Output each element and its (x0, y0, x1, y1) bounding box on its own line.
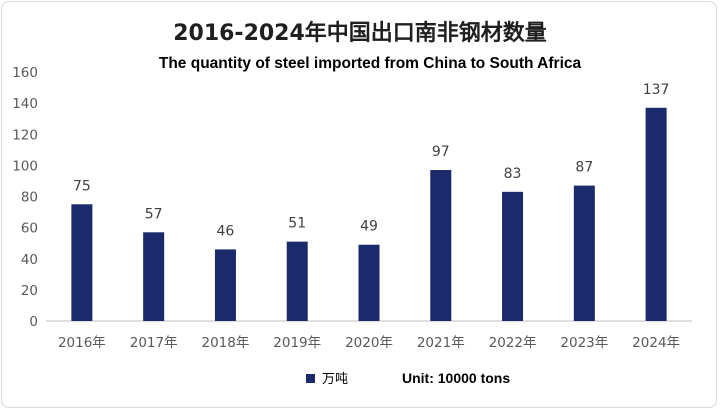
y-tick-label: 80 (21, 190, 38, 206)
bar-series: 75 57 46 51 49 97 83 87 137 (71, 82, 669, 321)
x-tick-label: 2024年 (632, 335, 680, 351)
data-label: 51 (288, 216, 306, 232)
data-label: 46 (217, 223, 235, 239)
y-tick-label: 140 (12, 96, 38, 112)
data-label: 49 (360, 219, 378, 235)
bar (502, 191, 524, 321)
y-tick-label: 120 (12, 127, 38, 143)
chart-title: 2016-2024年中国出口南非钢材数量 (173, 20, 547, 46)
bar (645, 107, 667, 321)
y-tick-label: 60 (21, 221, 38, 237)
x-tick-label: 2022年 (489, 335, 537, 351)
legend-series-label: 万吨 (322, 372, 348, 387)
y-tick-label: 40 (21, 252, 38, 268)
x-tick-label: 2017年 (130, 335, 178, 351)
data-label: 137 (643, 82, 670, 98)
x-tick-label: 2018年 (202, 335, 250, 351)
bar (214, 249, 236, 321)
x-axis: 2016年 2017年 2018年 2019年 2020年 2021年 2022年 2023年… (58, 335, 680, 351)
x-tick-label: 2020年 (345, 335, 393, 351)
x-tick-label: 2023年 (560, 335, 608, 351)
data-label: 87 (575, 160, 593, 176)
x-tick-label: 2016年 (58, 335, 106, 351)
bar (573, 185, 595, 321)
y-axis: 0 20 40 60 80 100 120 140 160 (12, 65, 38, 330)
bar (430, 170, 452, 321)
legend: 万吨 Unit: 10000 tons (306, 370, 510, 387)
y-tick-label: 20 (21, 283, 38, 299)
legend-swatch (306, 374, 315, 383)
data-label: 57 (145, 206, 163, 222)
data-label: 83 (504, 166, 522, 182)
bar (286, 241, 308, 321)
x-tick-label: 2021年 (417, 335, 465, 351)
x-tick-label: 2019年 (273, 335, 321, 351)
legend-unit-note: Unit: 10000 tons (402, 370, 510, 386)
bar (143, 232, 165, 321)
data-label: 97 (432, 144, 450, 160)
y-tick-label: 100 (12, 158, 38, 174)
bar (358, 244, 380, 321)
y-tick-label: 0 (29, 314, 38, 330)
data-label: 75 (73, 178, 91, 194)
bar (71, 204, 93, 321)
y-tick-label: 160 (12, 65, 38, 81)
chart-subtitle: The quantity of steel imported from Chin… (159, 55, 582, 72)
